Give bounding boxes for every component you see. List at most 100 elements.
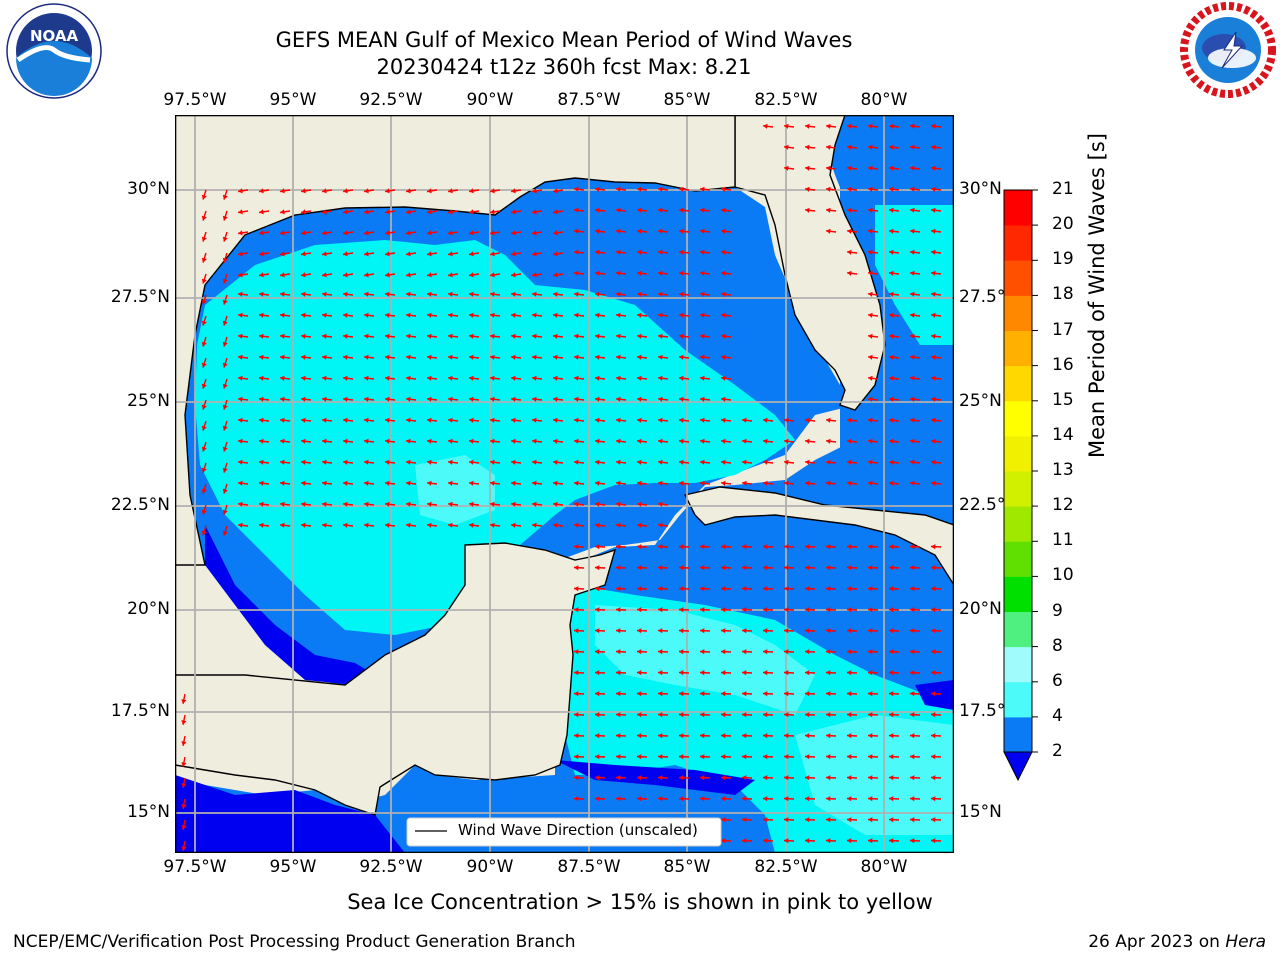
wave-direction-arrowhead bbox=[280, 291, 285, 297]
wave-direction-arrowhead bbox=[637, 522, 642, 528]
wave-direction-arrowhead bbox=[469, 501, 474, 507]
lon-tick-top: 87.5°W bbox=[557, 90, 621, 110]
wave-direction-arrowhead bbox=[181, 741, 187, 746]
wave-direction-arrowhead bbox=[595, 480, 600, 486]
wave-direction-arrowhead bbox=[910, 796, 915, 802]
lat-tick-left: 27.5°N bbox=[110, 287, 170, 307]
wave-direction-arrowhead bbox=[637, 670, 642, 676]
wave-direction-arrowhead bbox=[679, 207, 684, 213]
wave-direction-arrowhead bbox=[742, 670, 747, 676]
wave-direction-arrowhead bbox=[301, 417, 306, 423]
wave-direction-arrowhead bbox=[222, 488, 228, 494]
wave-direction-arrowhead bbox=[490, 459, 495, 465]
wave-zone-below-2-south bbox=[175, 775, 405, 853]
wave-direction-arrowhead bbox=[868, 544, 873, 550]
wave-direction-arrowhead bbox=[595, 375, 600, 381]
wave-direction-arrowhead bbox=[868, 123, 873, 129]
wave-direction-arrowhead bbox=[490, 501, 495, 507]
wave-direction-arrowhead bbox=[574, 228, 579, 234]
wave-direction-arrowhead bbox=[406, 522, 411, 528]
wave-direction-arrowhead bbox=[847, 670, 852, 676]
wave-direction-arrowhead bbox=[784, 838, 789, 844]
wave-direction-arrowhead bbox=[805, 754, 810, 760]
wave-direction-arrowhead bbox=[595, 733, 600, 739]
credit-text: NCEP/EMC/Verification Post Processing Pr… bbox=[13, 932, 576, 952]
wave-direction-arrowhead bbox=[532, 396, 537, 402]
wave-direction-arrowhead bbox=[763, 123, 768, 129]
wave-direction-arrowhead bbox=[280, 251, 285, 257]
wave-direction-arrowhead bbox=[532, 291, 537, 297]
lon-tick-top: 95°W bbox=[269, 90, 317, 110]
wave-direction-arrowhead bbox=[280, 209, 285, 215]
wave-direction-arrowhead bbox=[616, 438, 621, 444]
wave-direction-arrowhead bbox=[679, 291, 684, 297]
wave-direction-arrowhead bbox=[721, 312, 726, 318]
wave-direction-arrowhead bbox=[574, 291, 579, 297]
wave-direction-arrowhead bbox=[448, 188, 453, 194]
wave-direction-arrowhead bbox=[201, 341, 207, 347]
wave-direction-arrowhead bbox=[322, 417, 327, 423]
wave-direction-arrowhead bbox=[469, 272, 474, 278]
wave-direction-arrowhead bbox=[616, 375, 621, 381]
wave-direction-arrowhead bbox=[490, 438, 495, 444]
wave-direction-arrowhead bbox=[931, 291, 936, 297]
wave-direction-arrowhead bbox=[931, 165, 936, 171]
wave-direction-arrowhead bbox=[616, 396, 621, 402]
wave-direction-arrowhead bbox=[553, 522, 558, 528]
wave-direction-arrowhead bbox=[448, 375, 453, 381]
wave-direction-arrowhead bbox=[847, 628, 852, 634]
wave-direction-arrowhead bbox=[616, 459, 621, 465]
wave-direction-arrowhead bbox=[322, 291, 327, 297]
wave-direction-arrowhead bbox=[721, 459, 726, 465]
wave-direction-arrowhead bbox=[595, 354, 600, 360]
wave-direction-arrowhead bbox=[721, 333, 726, 339]
wave-direction-arrowhead bbox=[574, 375, 579, 381]
wave-direction-arrowhead bbox=[805, 796, 810, 802]
wave-direction-arrowhead bbox=[322, 312, 327, 318]
wave-direction-arrowhead bbox=[364, 333, 369, 339]
lat-tick-left: 22.5°N bbox=[110, 495, 170, 515]
wave-direction-arrowhead bbox=[784, 438, 789, 444]
chart-title-line2: 20230424 t12z 360h fcst Max: 8.21 bbox=[376, 55, 752, 79]
wave-direction-arrowhead bbox=[931, 754, 936, 760]
wave-direction-arrowhead bbox=[931, 733, 936, 739]
wave-direction-arrowhead bbox=[553, 230, 558, 236]
wave-direction-arrowhead bbox=[805, 165, 810, 171]
wave-direction-arrowhead bbox=[364, 480, 369, 486]
wave-direction-arrowhead bbox=[679, 607, 684, 613]
wave-direction-arrowhead bbox=[805, 628, 810, 634]
wave-direction-arrowhead bbox=[868, 838, 873, 844]
wave-direction-arrowhead bbox=[931, 838, 936, 844]
wave-direction-arrowhead bbox=[763, 607, 768, 613]
wave-direction-arrowhead bbox=[910, 649, 915, 655]
wave-direction-arrowhead bbox=[868, 607, 873, 613]
wave-direction-arrowhead bbox=[826, 649, 831, 655]
wave-direction-arrowhead bbox=[238, 354, 243, 360]
wave-direction-arrowhead bbox=[868, 670, 873, 676]
wave-direction-arrowhead bbox=[595, 228, 600, 234]
wave-direction-arrowhead bbox=[910, 354, 915, 360]
wave-direction-arrowhead bbox=[700, 712, 705, 718]
wave-direction-arrowhead bbox=[364, 188, 369, 194]
wave-direction-arrowhead bbox=[742, 565, 747, 571]
wave-direction-arrowhead bbox=[910, 586, 915, 592]
wave-direction-arrowhead bbox=[448, 209, 453, 215]
colorbar-bin bbox=[1004, 576, 1032, 612]
wave-direction-arrowhead bbox=[847, 565, 852, 571]
wave-direction-arrowhead bbox=[201, 362, 207, 368]
wave-direction-arrowhead bbox=[301, 291, 306, 297]
wave-direction-arrowhead bbox=[700, 544, 705, 550]
wave-direction-arrowhead bbox=[847, 249, 852, 255]
wave-direction-arrowhead bbox=[322, 459, 327, 465]
wave-direction-arrowhead bbox=[658, 270, 663, 276]
wave-direction-arrowhead bbox=[616, 501, 621, 507]
wave-direction-arrowhead bbox=[637, 333, 642, 339]
wave-direction-arrowhead bbox=[763, 544, 768, 550]
wave-direction-arrowhead bbox=[868, 417, 873, 423]
wave-direction-arrowhead bbox=[406, 375, 411, 381]
wave-direction-arrowhead bbox=[201, 299, 207, 305]
wave-direction-arrowhead bbox=[784, 480, 789, 486]
wave-direction-arrowhead bbox=[742, 712, 747, 718]
wave-direction-arrowhead bbox=[280, 312, 285, 318]
wave-direction-arrowhead bbox=[259, 272, 264, 278]
